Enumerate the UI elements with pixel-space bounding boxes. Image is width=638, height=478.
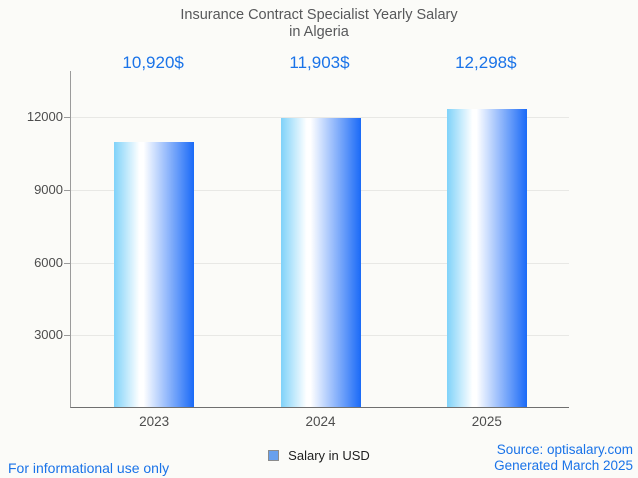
bar-2023[interactable] bbox=[114, 142, 195, 407]
x-tick-label-2023: 2023 bbox=[139, 414, 170, 429]
chart-title: Insurance Contract Specialist Yearly Sal… bbox=[0, 7, 638, 41]
generated-text: Generated March 2025 bbox=[494, 458, 633, 473]
legend[interactable]: Salary in USD bbox=[0, 448, 638, 463]
source-attribution: Source: optisalary.com Generated March 2… bbox=[494, 442, 633, 474]
source-text: Source: optisalary.com bbox=[496, 442, 633, 457]
chart-title-line2: in Algeria bbox=[289, 24, 349, 40]
disclaimer-text: For informational use only bbox=[8, 460, 170, 476]
y-tick-label-3000: 3000 bbox=[34, 327, 63, 343]
y-tick-label-12000: 12000 bbox=[26, 109, 63, 125]
y-tick-label-9000: 9000 bbox=[34, 181, 63, 197]
y-tick-mark-12000 bbox=[64, 117, 70, 119]
value-label-2024: 11,903$ bbox=[289, 53, 350, 72]
y-tick-mark-3000 bbox=[64, 335, 70, 337]
plot-area: 3000 6000 9000 12000 2023 2024 2025 bbox=[27, 71, 569, 429]
chart-title-line1: Insurance Contract Specialist Yearly Sal… bbox=[180, 7, 458, 23]
x-tick-label-2024: 2024 bbox=[305, 414, 336, 429]
y-tick-label-6000: 6000 bbox=[34, 254, 63, 270]
x-tick-label-2025: 2025 bbox=[471, 414, 502, 429]
bar-2025[interactable] bbox=[446, 108, 527, 407]
bar-2024[interactable] bbox=[280, 118, 361, 407]
legend-swatch-icon bbox=[268, 450, 280, 461]
legend-label: Salary in USD bbox=[288, 448, 370, 463]
value-label-2025: 12,298$ bbox=[455, 53, 517, 72]
y-tick-mark-6000 bbox=[64, 262, 70, 264]
value-label-2023: 10,920$ bbox=[122, 53, 184, 72]
gridline-12000 bbox=[71, 117, 569, 119]
y-tick-mark-9000 bbox=[64, 189, 70, 191]
